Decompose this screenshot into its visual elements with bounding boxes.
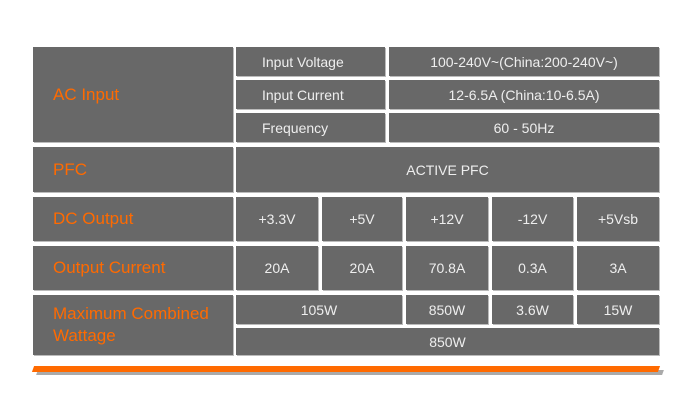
frequency-label: Frequency <box>236 113 385 142</box>
max-wattage-cell: 15W <box>577 295 659 324</box>
output-current-cell: 0.3A <box>492 246 573 290</box>
dc-output-cell: -12V <box>492 197 573 241</box>
frequency-value: 60 - 50Hz <box>389 113 659 142</box>
input-voltage-value: 100-240V~(China:200-240V~) <box>389 47 659 76</box>
input-current-value: 12-6.5A (China:10-6.5A) <box>389 80 659 109</box>
pfc-value: ACTIVE PFC <box>236 147 659 192</box>
pfc-header: PFC <box>33 147 233 192</box>
output-current-cell: 70.8A <box>406 246 488 290</box>
max-wattage-total: 850W <box>236 328 659 355</box>
max-wattage-cell: 850W <box>406 295 488 324</box>
input-current-label: Input Current <box>236 80 385 109</box>
ac-input-header: AC Input <box>33 47 233 142</box>
output-current-cell: 3A <box>577 246 659 290</box>
accent-bar <box>31 366 661 372</box>
input-voltage-label: Input Voltage <box>236 47 385 76</box>
max-wattage-cell: 105W <box>236 295 402 324</box>
dc-output-cell: +5V <box>322 197 402 241</box>
dc-output-cell: +3.3V <box>236 197 318 241</box>
max-wattage-cell: 3.6W <box>492 295 573 324</box>
dc-output-cell: +5Vsb <box>577 197 659 241</box>
output-current-cell: 20A <box>236 246 318 290</box>
output-current-header: Output Current <box>33 246 233 290</box>
output-current-cell: 20A <box>322 246 402 290</box>
dc-output-cell: +12V <box>406 197 488 241</box>
dc-output-header: DC Output <box>33 197 233 241</box>
max-wattage-header: Maximum Combined Wattage <box>33 295 233 355</box>
